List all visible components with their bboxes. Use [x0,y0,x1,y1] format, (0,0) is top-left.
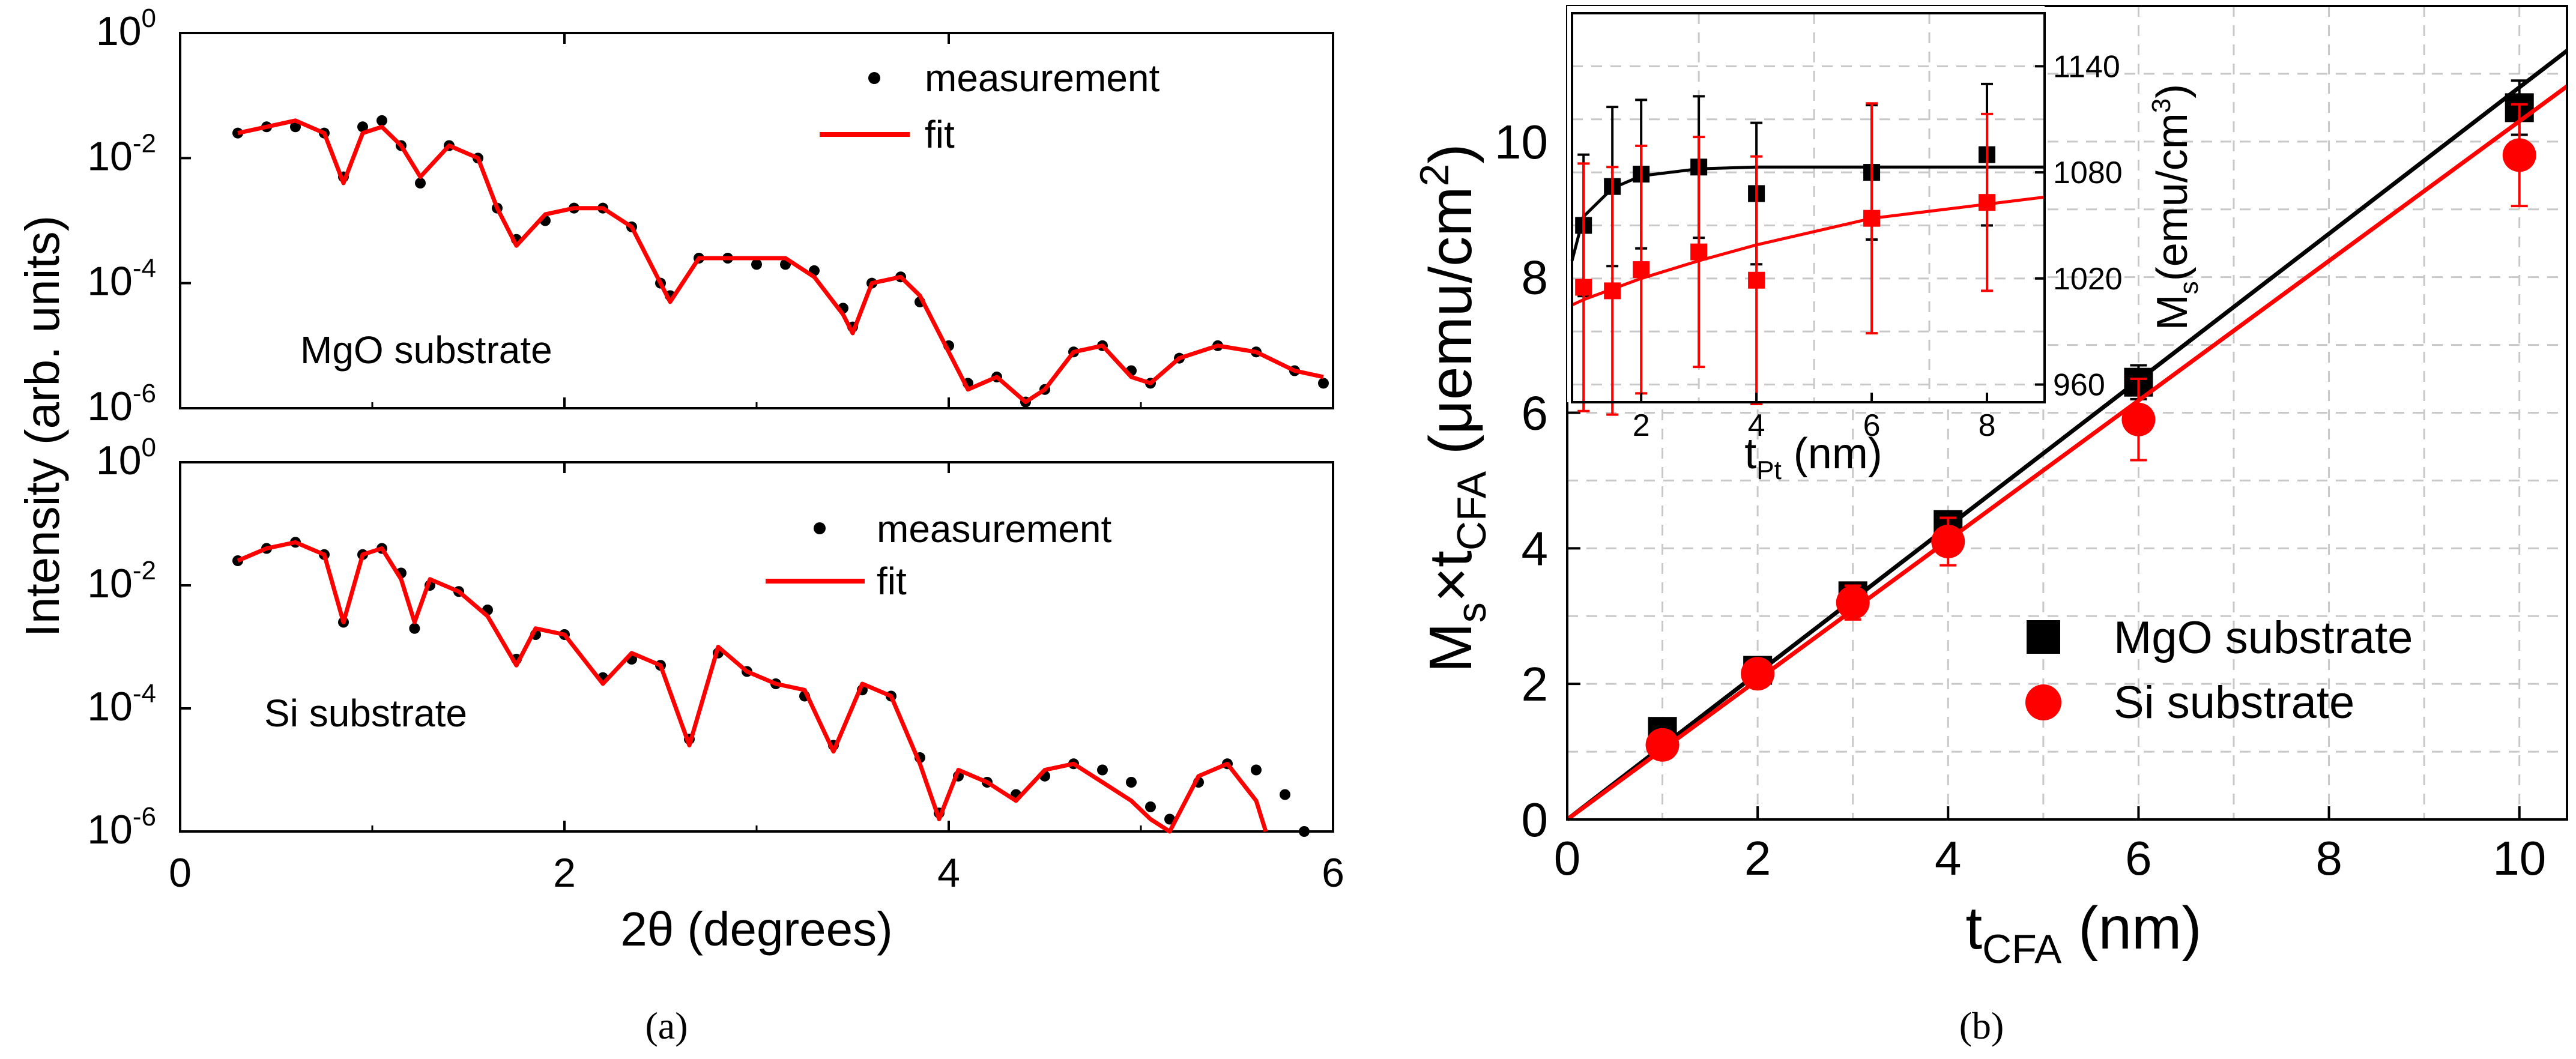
legend-measurement-marker [868,72,880,84]
measurement-point [1097,764,1108,776]
measurement-point [357,121,368,133]
legend-mgo-label: MgO substrate [2114,612,2413,663]
x-tick-label: 4 [937,850,960,896]
y-tick-label: 6 [1522,387,1549,440]
fit-curve [237,118,1324,405]
inset-y-tick-label: 1020 [2053,262,2123,297]
caption-a: (a) [645,1004,688,1047]
measurement-point [1145,801,1156,812]
data-point [1645,728,1680,762]
data-point [1741,657,1775,691]
y-tick-label: 10-2 [87,128,156,179]
x-tick-label: 6 [2125,831,2152,885]
inset-x-tick-label: 2 [1633,408,1650,443]
legend-fit-label: fit [877,560,907,603]
y-tick-label: 10-2 [87,556,156,606]
y-tick-label: 100 [96,433,156,483]
data-point [1836,585,1870,620]
inset-x-tick-label: 4 [1748,408,1765,443]
caption-b: (b) [1959,1004,2004,1047]
panel-a-y-axis-title: Intensity (arb. units) [16,216,69,638]
inset-chart: 2 4 6 8 960 1020 1080 1140 tPt (nm) Ms(emu/cm3) [1567,6,2204,485]
x-tick-label: 0 [169,850,192,896]
inset-data-point [1979,194,1996,211]
x-tick-label: 8 [2315,831,2342,885]
inset-x-tick-label: 8 [1979,408,1996,443]
inset-data-point [1604,282,1621,300]
legend-measurement-marker [814,522,826,534]
y-tick-label: 10-6 [87,802,156,852]
measurement-point [376,115,387,126]
measurement-point [1126,777,1137,788]
y-tick-label: 100 [96,4,156,54]
panel-b-legend: MgO substrate Si substrate [2025,612,2413,728]
panel-a-x-axis-title: 2θ (degrees) [620,902,893,956]
measurement-point [751,259,762,270]
data-point [1931,525,1965,559]
legend-mgo-marker [2027,620,2060,654]
legend-fit-label: fit [925,113,955,156]
x-tick-label: 10 [2493,831,2546,885]
measurement-point [1280,789,1290,800]
panel-b-frame [1566,5,2568,821]
y-tick-label: 10-6 [87,379,156,429]
inset-y-axis-title: Ms(emu/cm3) [2147,84,2204,330]
panel-a-top-legend: measurement fit [820,56,1160,156]
x-tick-label: 0 [1554,831,1581,885]
x-tick-label: 2 [553,850,576,896]
inset-y-tick-label: 1080 [2053,155,2123,190]
y-tick-label: 2 [1522,657,1549,711]
y-tick-label: 0 [1522,793,1549,846]
measurement-point [409,623,420,634]
legend-si-marker [2025,684,2061,720]
data-point [2121,402,2156,436]
fit-line [1565,84,2569,821]
panel-a-bottom-frame [179,461,1334,833]
inset-data-point [1748,271,1765,289]
panel-a-top-chart: 100 10-2 10-4 10-6 MgO substrate measuremen… [87,4,1334,429]
x-tick-label: 2 [1744,831,1771,885]
y-tick-label: 10 [1495,115,1548,169]
legend-si-label: Si substrate [2114,677,2354,728]
inset-data-point [1690,243,1708,261]
measurement-point [415,178,426,189]
measurement-point [1299,826,1310,837]
panel-a-top-annotation: MgO substrate [300,328,552,372]
inset-data-point [1575,279,1592,296]
measurement-point [290,121,301,133]
inset-x-tick-label: 6 [1863,408,1881,443]
measurement-point [1251,764,1262,776]
panel-a-bottom-chart: 0 2 4 6 100 10-2 10-4 10-6 Si substrate measure… [87,433,1344,956]
fit-line [1565,49,2569,821]
inset-data-point [1863,210,1881,227]
inset-y-tick-label: 960 [2053,368,2105,403]
inset-x-axis-title: tPt (nm) [1744,430,1882,485]
panel-b-x-axis-title: tCFA (nm) [1965,895,2201,972]
panel-a-bottom-annotation: Si substrate [264,692,467,735]
data-point [2502,138,2536,172]
panel-b-y-axis-title: Ms×tCFA (μemu/cm2) [1412,143,1495,672]
panel-b-chart: 0 2 4 6 8 10 0 2 4 6 8 10 2 4 6 8 960 1020 1080 1140 tPt (… [1412,5,2569,972]
panel-a-bottom-legend: measurement fit [766,507,1112,603]
x-tick-label: 6 [1322,850,1344,896]
x-tick-label: 4 [1935,831,1962,885]
y-tick-label: 10-4 [87,254,156,304]
legend-measurement-label: measurement [925,56,1160,100]
inset-background [1567,6,2045,402]
inset-data-point [1633,261,1650,279]
fit-curve [237,540,1268,834]
y-tick-label: 4 [1522,522,1549,575]
y-tick-label: 8 [1522,251,1549,304]
legend-measurement-label: measurement [877,507,1112,551]
inset-y-tick-label: 1140 [2053,49,2120,84]
y-tick-label: 10-4 [87,679,156,729]
inset-frame [1571,12,2046,403]
measurement-point [1318,378,1329,389]
